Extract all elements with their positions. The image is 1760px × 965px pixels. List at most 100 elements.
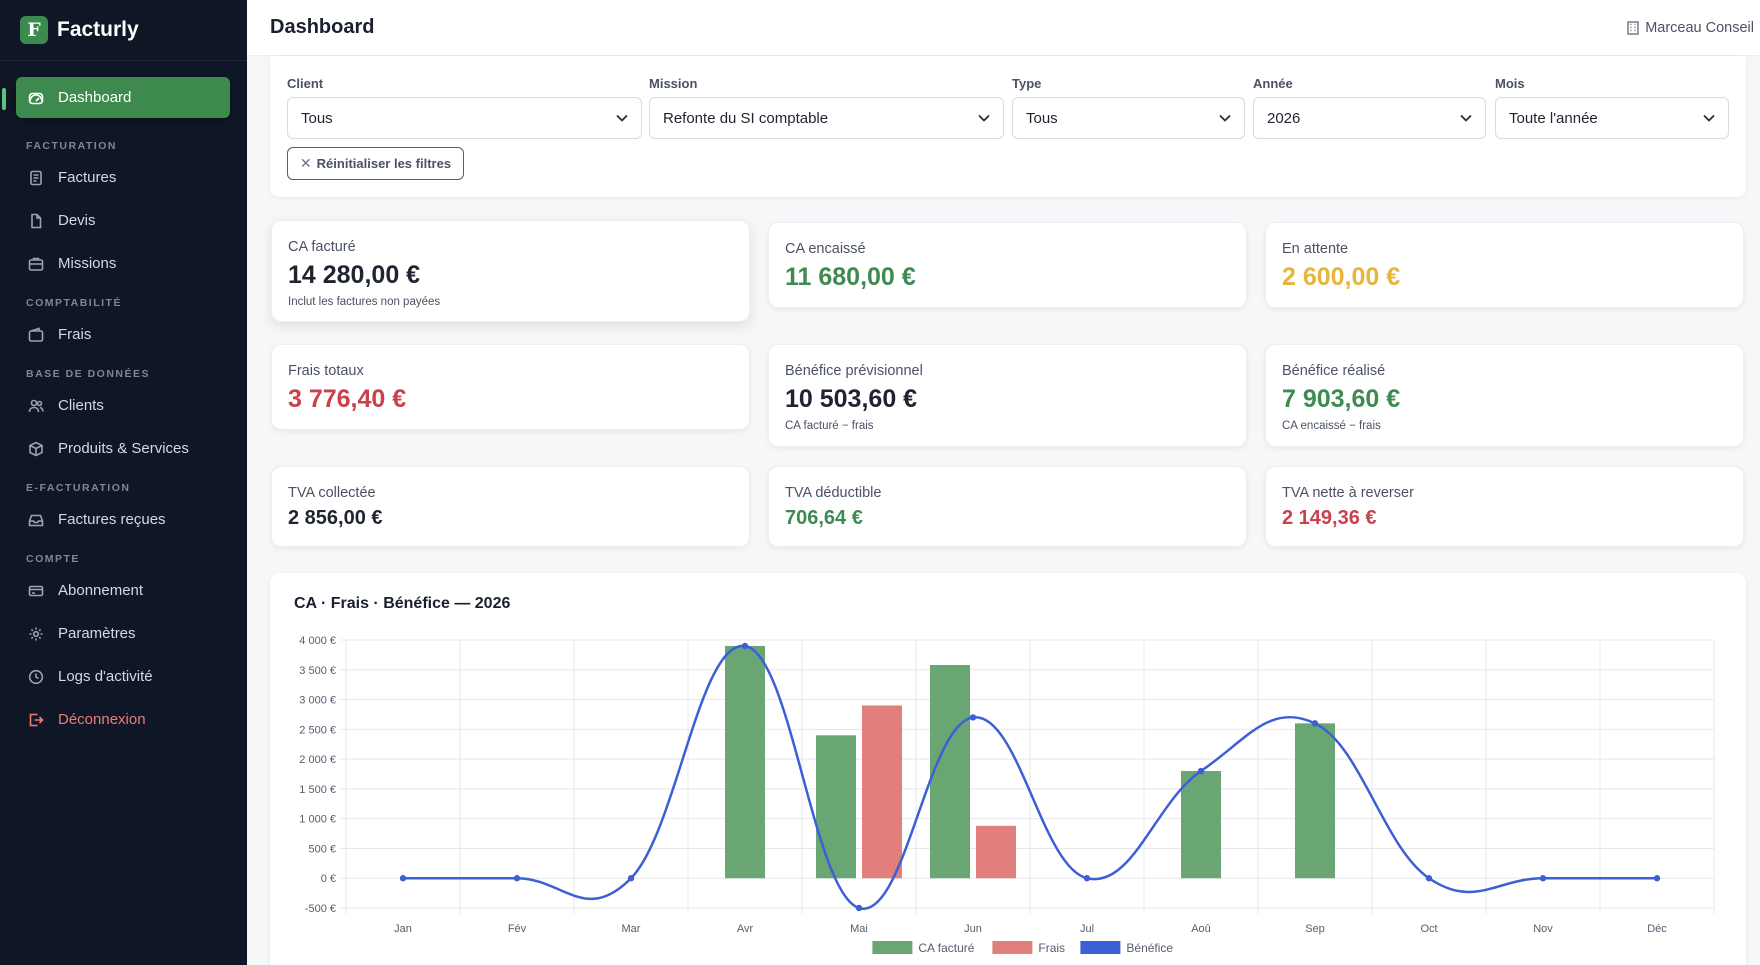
chevron-down-icon [1703,114,1715,122]
briefcase-icon [28,256,44,272]
inbox-icon [28,512,44,528]
kpi-value: 10 503,60 € [785,385,918,413]
sidebar-item-abonnement[interactable]: Abonnement [0,569,247,612]
benefice-point [1083,875,1091,882]
y-tick-label: 500 € [308,843,336,855]
building-icon [1627,20,1639,35]
sidebar-item-label: Déconnexion [58,711,146,728]
x-tick-label: Sep [1305,923,1325,935]
x-tick-label: Oct [1420,923,1437,935]
kpi-label: CA encaissé [785,241,866,257]
section-base-de-donnees: BASE DE DONNÉES [26,368,151,380]
sidebar-item-logs[interactable]: Logs d'activité [0,655,247,698]
y-tick-label: 3 000 € [299,695,336,707]
close-icon: ✕ [299,155,312,171]
x-tick-label: Déc [1647,923,1667,935]
sidebar-nav: Dashboard FACTURATION Factures Devis Mis… [0,61,247,741]
reset-filters-button[interactable]: ✕ Réinitialiser les filtres [287,147,464,180]
sidebar-item-label: Dashboard [58,89,132,106]
brand-name: Facturly [57,18,139,41]
credit-card-icon [28,583,44,599]
sidebar-item-label: Missions [58,255,117,272]
kpi-benefice-realise: Bénéfice réalisé 7 903,60 € CA encaissé … [1265,344,1744,447]
y-tick-label: 3 500 € [299,665,336,677]
kpi-en-attente: En attente 2 600,00 € [1265,222,1744,308]
sidebar-item-label: Logs d'activité [58,668,153,685]
kpi-value: 7 903,60 € [1282,385,1401,413]
mission-select[interactable]: Refonte du SI comptable [649,97,1004,139]
mission-filter-label: Mission [649,76,698,91]
sidebar-item-deconnexion[interactable]: Déconnexion [0,698,247,741]
x-tick-label: Fév [508,923,527,935]
client-select[interactable]: Tous [287,97,642,139]
chevron-down-icon [616,114,628,122]
kpi-label: TVA déductible [785,485,882,501]
type-select[interactable]: Tous [1012,97,1245,139]
sidebar-item-label: Produits & Services [58,440,189,457]
sidebar-item-label: Frais [58,326,92,343]
sidebar-item-dashboard[interactable]: Dashboard [16,77,230,118]
legend-swatch [1080,941,1121,954]
sidebar-item-missions[interactable]: Missions [0,242,247,285]
annee-select[interactable]: 2026 [1253,97,1486,139]
benefice-point [1425,875,1433,882]
section-compte: COMPTE [26,553,80,565]
mission-select-value: Refonte du SI comptable [663,109,829,127]
benefice-point [627,875,635,882]
type-filter-label: Type [1012,76,1042,91]
kpi-tva-collectee: TVA collectée 2 856,00 € [271,466,750,547]
kpi-label: Bénéfice réalisé [1282,363,1386,379]
benefice-point [855,904,863,912]
y-tick-label: 1 000 € [299,814,336,826]
kpi-note: CA facturé − frais [785,420,874,432]
mois-filter-label: Mois [1495,76,1525,91]
sidebar-item-label: Paramètres [58,625,136,642]
company-switcher[interactable]: Marceau Conseil [1627,20,1754,36]
section-comptabilite: COMPTABILITÉ [26,297,122,309]
mois-select[interactable]: Toute l'année [1495,97,1729,139]
legend-label: CA facturé [918,941,974,955]
sidebar-item-parametres[interactable]: Paramètres [0,612,247,655]
kpi-value: 2 600,00 € [1282,263,1401,291]
wallet-icon [28,326,44,343]
sidebar-item-devis[interactable]: Devis [0,199,247,242]
kpi-label: Frais totaux [288,363,364,379]
bar-ca-factur- [725,645,765,879]
kpi-label: En attente [1282,241,1349,257]
y-tick-label: 2 500 € [299,724,336,736]
type-select-value: Tous [1026,109,1058,127]
chevron-down-icon [1460,114,1472,122]
kpi-value: 706,64 € [785,507,863,529]
y-tick-label: 0 € [321,873,336,885]
sidebar-item-produits[interactable]: Produits & Services [0,427,247,470]
section-facturation: FACTURATION [26,140,117,152]
kpi-value: 11 680,00 € [785,263,916,291]
sidebar-item-frais[interactable]: Frais [0,313,247,356]
section-e-facturation: E-FACTURATION [26,482,131,494]
chevron-down-icon [1219,114,1231,122]
benefice-point [741,642,749,650]
y-tick-label: 4 000 € [299,635,336,647]
invoice-icon [28,170,44,186]
x-tick-label: Nov [1533,923,1553,935]
sidebar: F Facturly Dashboard FACTURATION Facture… [0,0,247,965]
revenue-chart: 4 000 € 3 500 € 3 000 € 2 500 € 2 000 € 1 500… [299,635,1715,955]
sidebar-item-factures[interactable]: Factures [0,156,247,199]
annee-select-value: 2026 [1267,109,1301,127]
kpi-ca-encaisse: CA encaissé 11 680,00 € [768,222,1247,308]
legend-swatch [872,941,913,954]
package-icon [28,441,44,457]
filters-panel: Client Tous Mission Refonte du SI compta… [270,56,1746,197]
mois-select-value: Toute l'année [1509,109,1598,127]
logout-icon [28,712,44,728]
kpi-note: Inclut les factures non payées [288,296,441,308]
company-name: Marceau Conseil [1645,19,1754,36]
sidebar-item-clients[interactable]: Clients [0,384,247,427]
brand[interactable]: F Facturly [0,0,247,61]
benefice-point [399,875,407,882]
sidebar-item-label: Clients [58,397,104,414]
sidebar-item-factures-recues[interactable]: Factures reçues [0,498,247,541]
topbar: Dashboard Marceau Conseil [247,0,1760,56]
kpi-benefice-previsionnel: Bénéfice prévisionnel 10 503,60 € CA fac… [768,344,1247,447]
chart-title: CA · Frais · Bénéfice — 2026 [294,595,511,612]
